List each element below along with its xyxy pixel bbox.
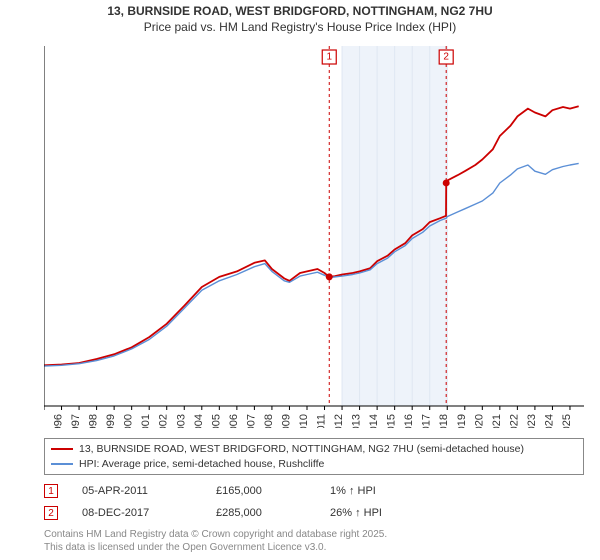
legend-label: HPI: Average price, semi-detached house,… <box>79 457 324 472</box>
svg-text:2001: 2001 <box>140 414 152 428</box>
svg-text:2008: 2008 <box>263 414 275 428</box>
sale-date: 08-DEC-2017 <box>82 507 192 519</box>
legend-swatch <box>51 463 73 464</box>
title-line1: 13, BURNSIDE ROAD, WEST BRIDGFORD, NOTTI… <box>0 4 600 20</box>
legend-swatch <box>51 448 73 450</box>
svg-text:2020: 2020 <box>473 414 485 428</box>
sale-row: 2 08-DEC-2017 £285,000 26% ↑ HPI <box>44 502 584 524</box>
footer-attribution: Contains HM Land Registry data © Crown c… <box>44 528 387 554</box>
svg-text:2013: 2013 <box>351 414 363 428</box>
svg-text:2003: 2003 <box>175 414 187 428</box>
svg-text:2007: 2007 <box>245 414 257 428</box>
svg-text:2022: 2022 <box>508 414 520 428</box>
legend-item-hpi: HPI: Average price, semi-detached house,… <box>51 457 577 472</box>
svg-text:2016: 2016 <box>403 414 415 428</box>
sales-table: 1 05-APR-2011 £165,000 1% ↑ HPI 2 08-DEC… <box>44 480 584 524</box>
sale-marker-icon: 1 <box>44 484 58 498</box>
svg-text:2009: 2009 <box>280 414 292 428</box>
svg-text:1: 1 <box>326 52 332 63</box>
svg-text:1996: 1996 <box>53 414 65 428</box>
svg-text:2015: 2015 <box>386 414 398 428</box>
svg-text:2004: 2004 <box>193 414 205 428</box>
svg-text:2010: 2010 <box>298 414 310 428</box>
sale-price: £165,000 <box>216 485 306 497</box>
sale-marker-icon: 2 <box>44 506 58 520</box>
svg-text:2019: 2019 <box>456 414 468 428</box>
svg-text:1999: 1999 <box>105 414 117 428</box>
svg-text:2011: 2011 <box>316 414 328 428</box>
svg-text:2000: 2000 <box>123 414 135 428</box>
svg-text:2024: 2024 <box>543 414 555 428</box>
svg-text:1997: 1997 <box>70 414 82 428</box>
svg-text:2014: 2014 <box>368 414 380 428</box>
svg-text:2006: 2006 <box>228 414 240 428</box>
svg-text:2023: 2023 <box>526 414 538 428</box>
svg-text:2002: 2002 <box>158 414 170 428</box>
footer-line1: Contains HM Land Registry data © Crown c… <box>44 528 387 541</box>
sale-delta: 1% ↑ HPI <box>330 485 450 497</box>
svg-text:2025: 2025 <box>561 414 573 428</box>
price-chart: £0£50K£100K£150K£200K£250K£300K£350K£400… <box>44 46 584 428</box>
svg-text:1998: 1998 <box>88 414 100 428</box>
svg-text:2021: 2021 <box>491 414 503 428</box>
legend-label: 13, BURNSIDE ROAD, WEST BRIDGFORD, NOTTI… <box>79 442 524 457</box>
sale-row: 1 05-APR-2011 £165,000 1% ↑ HPI <box>44 480 584 502</box>
sale-price: £285,000 <box>216 507 306 519</box>
legend-item-price-paid: 13, BURNSIDE ROAD, WEST BRIDGFORD, NOTTI… <box>51 442 577 457</box>
svg-text:2: 2 <box>443 52 449 63</box>
svg-text:2012: 2012 <box>333 414 345 428</box>
chart-title: 13, BURNSIDE ROAD, WEST BRIDGFORD, NOTTI… <box>0 0 600 35</box>
footer-line2: This data is licensed under the Open Gov… <box>44 541 387 554</box>
title-line2: Price paid vs. HM Land Registry's House … <box>0 20 600 36</box>
svg-text:1995: 1995 <box>44 414 47 428</box>
svg-text:2017: 2017 <box>421 414 433 428</box>
sale-date: 05-APR-2011 <box>82 485 192 497</box>
svg-text:2005: 2005 <box>210 414 222 428</box>
svg-text:2018: 2018 <box>438 414 450 428</box>
sale-delta: 26% ↑ HPI <box>330 507 450 519</box>
legend: 13, BURNSIDE ROAD, WEST BRIDGFORD, NOTTI… <box>44 438 584 475</box>
